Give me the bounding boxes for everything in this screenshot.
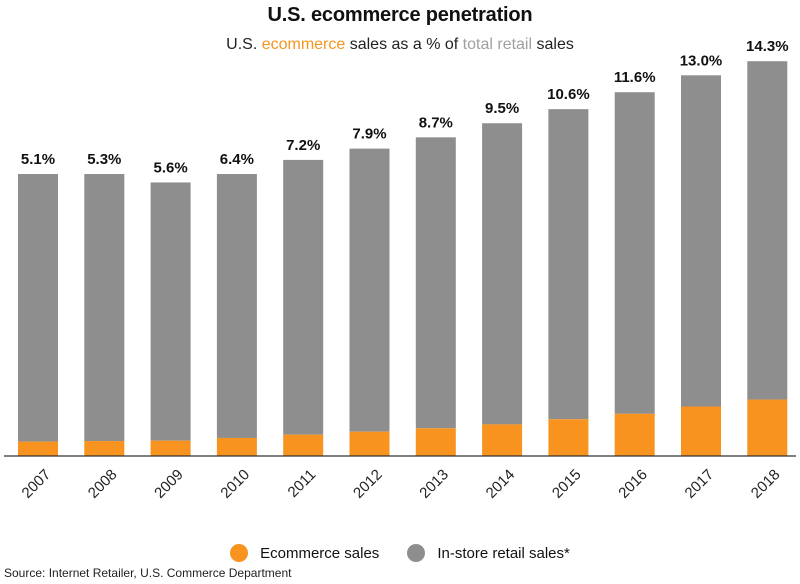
chart-subtitle: U.S. ecommerce sales as a % of total ret… (0, 36, 800, 54)
data-label-2011: 7.2% (286, 137, 320, 154)
legend-item-ecommerce: Ecommerce sales (230, 544, 379, 562)
bar-instore-2010 (216, 174, 257, 438)
subtitle-highlight-ecommerce: ecommerce (261, 36, 346, 53)
subtitle-highlight-total-retail: total retail (462, 36, 533, 53)
bar-ecommerce-2014 (482, 424, 523, 456)
legend: Ecommerce sales In-store retail sales* (0, 544, 800, 562)
bar-ecommerce-2010 (216, 437, 257, 456)
bar-instore-2017 (681, 75, 721, 407)
bar-instore-2011 (283, 159, 324, 435)
legend-swatch-ecommerce (230, 544, 249, 562)
data-label-2007: 5.1% (21, 151, 55, 168)
data-label-2016: 11.6% (614, 69, 656, 86)
data-label-2015: 10.6% (547, 86, 590, 103)
legend-label-ecommerce: Ecommerce sales (260, 544, 380, 562)
legend-item-instore: In-store retail sales* (407, 544, 570, 562)
chart-title: U.S. ecommerce penetration (267, 4, 533, 26)
bar-instore-2008 (84, 174, 125, 442)
data-label-2008: 5.3% (87, 151, 121, 168)
x-tick-2014: 2014 (483, 466, 519, 502)
bar-ecommerce-2007 (18, 441, 58, 456)
x-tick-2013: 2013 (416, 466, 452, 502)
x-tick-2011: 2011 (285, 466, 320, 501)
data-label-2010: 6.4% (220, 151, 254, 168)
bar-ecommerce-2009 (150, 440, 191, 456)
x-tick-2015: 2015 (549, 466, 585, 502)
data-label-2009: 5.6% (153, 159, 187, 176)
x-tick-2017: 2017 (682, 466, 718, 502)
x-tick-2018: 2018 (748, 466, 784, 502)
bar-ecommerce-2008 (84, 441, 125, 456)
bar-instore-2012 (349, 148, 390, 432)
bar-instore-2015 (548, 109, 589, 420)
x-tick-2008: 2008 (85, 466, 121, 502)
bar-ecommerce-2018 (747, 399, 788, 456)
subtitle-part: sales (532, 36, 574, 53)
source-note: Source: Internet Retailer, U.S. Commerce… (4, 566, 292, 580)
legend-swatch-instore (407, 544, 426, 562)
bar-ecommerce-2011 (283, 434, 324, 456)
bar-instore-2009 (150, 182, 191, 441)
data-label-2013: 8.7% (419, 114, 453, 131)
bar-ecommerce-2017 (681, 406, 721, 456)
subtitle-part: sales as a % of (345, 36, 463, 53)
x-tick-2009: 2009 (151, 466, 187, 502)
bar-ecommerce-2015 (548, 419, 589, 456)
x-tick-2012: 2012 (350, 466, 386, 502)
x-tick-2016: 2016 (615, 466, 651, 502)
bar-instore-2013 (415, 137, 456, 429)
data-label-2018: 14.3% (746, 38, 789, 55)
subtitle-part: U.S. (226, 36, 262, 53)
data-label-2014: 9.5% (485, 100, 519, 117)
bar-instore-2007 (18, 174, 58, 442)
bar-ecommerce-2013 (415, 428, 456, 456)
legend-label-instore: In-store retail sales* (437, 544, 570, 562)
x-tick-2007: 2007 (19, 466, 55, 502)
bar-ecommerce-2016 (614, 413, 655, 456)
bar-ecommerce-2012 (349, 431, 390, 456)
bar-instore-2014 (482, 123, 523, 425)
x-tick-2010: 2010 (217, 466, 253, 502)
bar-instore-2018 (747, 61, 788, 400)
bar-instore-2016 (614, 92, 655, 414)
data-label-2017: 13.0% (680, 52, 723, 69)
data-label-2012: 7.9% (352, 126, 386, 143)
